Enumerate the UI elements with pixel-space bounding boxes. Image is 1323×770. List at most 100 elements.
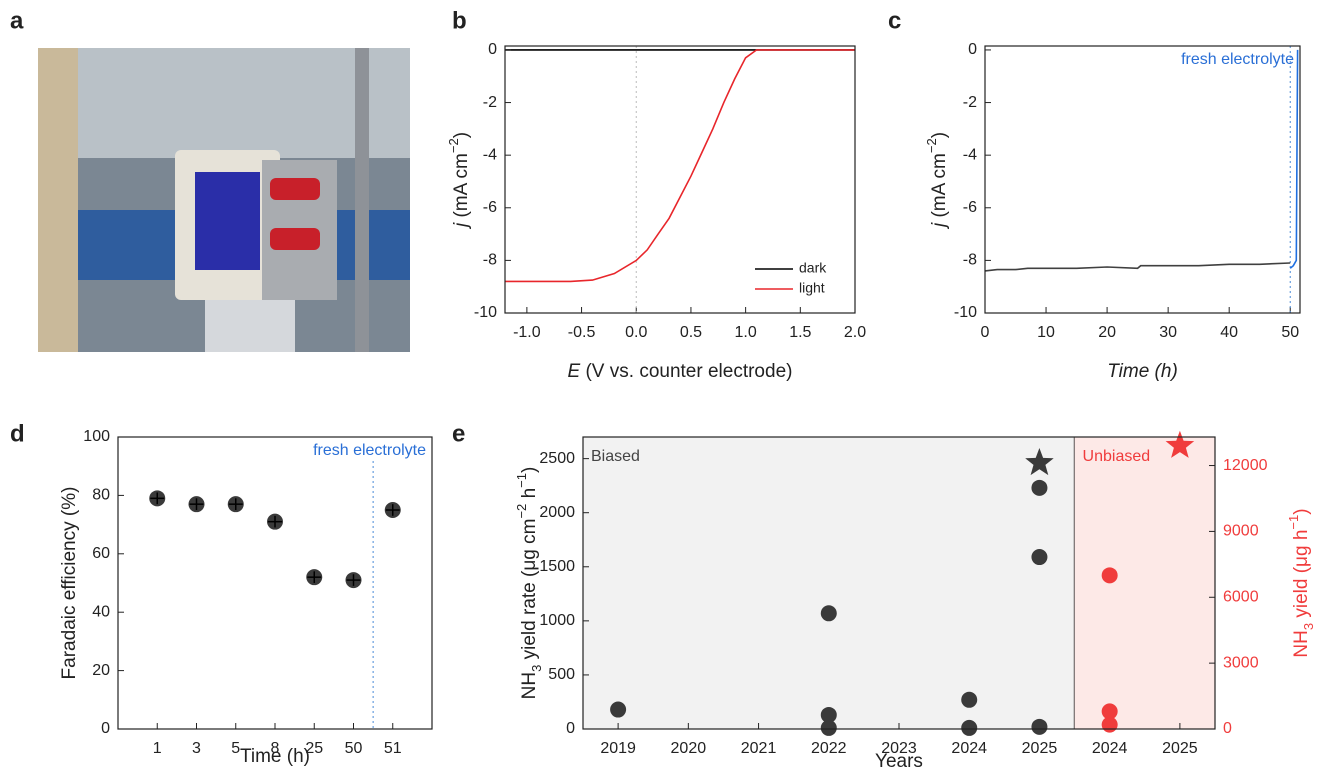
axis-label-part: −1 bbox=[1286, 515, 1301, 530]
y-tick-label: -10 bbox=[474, 304, 497, 321]
y-tick-label: -4 bbox=[963, 146, 977, 163]
axis-label-part: ) bbox=[929, 132, 950, 138]
point bbox=[610, 701, 627, 718]
y-tick-label: -8 bbox=[483, 252, 497, 269]
x-tick-label: 50 bbox=[1281, 324, 1299, 341]
x-tick-label: 1.5 bbox=[789, 324, 811, 341]
axis-label-part: yield (μg h bbox=[1291, 530, 1312, 623]
x-tick-label: 30 bbox=[1159, 324, 1177, 341]
region-label: Biased bbox=[591, 448, 640, 465]
x-tick-label: 2025 bbox=[1162, 740, 1198, 757]
x-tick-label: 2024 bbox=[1092, 740, 1128, 757]
point bbox=[961, 691, 978, 708]
y-tick-label: 60 bbox=[92, 545, 110, 562]
x-tick-label: 2024 bbox=[951, 740, 987, 757]
y-tick-label: 2000 bbox=[539, 504, 575, 521]
photo-rod bbox=[355, 48, 369, 352]
y2-tick-label: 9000 bbox=[1223, 523, 1259, 540]
y-tick-label: 0 bbox=[566, 720, 575, 737]
y2-tick-label: 3000 bbox=[1223, 654, 1259, 671]
x-tick-label: 1.0 bbox=[735, 324, 757, 341]
x-tick-label: 8 bbox=[271, 740, 280, 757]
y-tick-label: 0 bbox=[101, 720, 110, 737]
axis-label-part: (mA cm bbox=[929, 153, 950, 223]
axis-label-part: 3 bbox=[1301, 623, 1316, 630]
plot-frame bbox=[117, 436, 433, 730]
x-tick-label: 2020 bbox=[671, 740, 707, 757]
axis-label-part: j bbox=[451, 222, 472, 230]
photo-electrode bbox=[195, 172, 260, 270]
axis-label: E (V vs. counter electrode) bbox=[568, 361, 793, 382]
y2-tick-label: 0 bbox=[1223, 720, 1232, 737]
axis-label: NH3 yield (μg h−1) bbox=[1286, 508, 1316, 657]
y-tick-label: -2 bbox=[483, 94, 497, 111]
axis-label-part: (mA cm bbox=[451, 153, 472, 223]
y-tick-label: 0 bbox=[968, 41, 977, 58]
axis-label: Time (h) bbox=[1107, 361, 1178, 382]
x-tick-label: 40 bbox=[1220, 324, 1238, 341]
point bbox=[1031, 718, 1048, 735]
axis-label-part: E bbox=[568, 361, 581, 382]
y-tick-label: 0 bbox=[488, 41, 497, 58]
x-tick-label: 3 bbox=[192, 740, 201, 757]
panel-label: b bbox=[452, 7, 467, 34]
x-tick-label: 2025 bbox=[1022, 740, 1058, 757]
axis-label-part: yield rate (μg cm bbox=[519, 519, 540, 665]
photo-clip bbox=[270, 228, 320, 250]
photo-wall bbox=[38, 48, 410, 158]
panel-label: e bbox=[452, 420, 465, 447]
region bbox=[583, 437, 1075, 729]
axis-label-part: −1 bbox=[514, 473, 529, 488]
x-tick-label: 1 bbox=[153, 740, 162, 757]
y-tick-label: -10 bbox=[954, 304, 977, 321]
axis-label: Time (h) bbox=[240, 746, 310, 767]
y-tick-label: 40 bbox=[92, 603, 110, 620]
x-tick-label: 2023 bbox=[881, 740, 917, 757]
axis-label: j (mA cm−2) bbox=[924, 132, 950, 230]
x-tick-label: 20 bbox=[1098, 324, 1116, 341]
annotation: fresh electrolyte bbox=[1181, 51, 1294, 68]
photo-box bbox=[205, 300, 295, 352]
point bbox=[1031, 479, 1048, 496]
panel-label: c bbox=[888, 7, 901, 34]
axis-label-part: −2 bbox=[446, 138, 461, 153]
legend-label: light bbox=[799, 280, 825, 296]
axis-label-part: −2 bbox=[514, 504, 529, 519]
x-tick-label: 2.0 bbox=[844, 324, 866, 341]
axis-label-part: Time (h) bbox=[1107, 361, 1178, 382]
x-tick-label: 5 bbox=[231, 740, 240, 757]
axis-label: Faradaic efficiency (%) bbox=[59, 487, 80, 680]
y-tick-label: 1500 bbox=[539, 558, 575, 575]
star-point bbox=[1165, 430, 1195, 458]
point bbox=[820, 605, 837, 622]
y-tick-label: -4 bbox=[483, 146, 497, 163]
y-tick-label: 500 bbox=[548, 666, 575, 683]
plot-frame bbox=[984, 45, 1301, 314]
point bbox=[1101, 716, 1118, 733]
x-tick-label: 25 bbox=[305, 740, 323, 757]
y-tick-label: 80 bbox=[92, 487, 110, 504]
panel-label: d bbox=[10, 420, 25, 447]
star-point bbox=[1025, 448, 1054, 476]
y-tick-label: 2500 bbox=[539, 450, 575, 467]
y-tick-label: -6 bbox=[483, 199, 497, 216]
y-tick-label: -2 bbox=[963, 94, 977, 111]
axis-label: j (mA cm−2) bbox=[446, 132, 472, 230]
axis-label-part: j bbox=[929, 222, 950, 230]
plot-frame bbox=[582, 436, 1216, 730]
y-tick-label: 100 bbox=[83, 428, 110, 445]
axis-label-part: h bbox=[519, 488, 540, 504]
x-tick-label: -0.5 bbox=[568, 324, 596, 341]
point bbox=[1031, 549, 1048, 566]
photo bbox=[38, 48, 410, 352]
x-tick-label: 0.5 bbox=[680, 324, 702, 341]
axis-label-part: Years bbox=[875, 751, 923, 770]
x-tick-label: 2019 bbox=[600, 740, 636, 757]
photo-door bbox=[38, 48, 78, 352]
x-tick-label: 10 bbox=[1037, 324, 1055, 341]
axis-label: NH3 yield rate (μg cm−2 h−1) bbox=[514, 467, 544, 700]
x-tick-label: 50 bbox=[345, 740, 363, 757]
x-tick-label: -1.0 bbox=[513, 324, 541, 341]
x-tick-label: 2021 bbox=[741, 740, 777, 757]
region bbox=[1074, 437, 1215, 729]
